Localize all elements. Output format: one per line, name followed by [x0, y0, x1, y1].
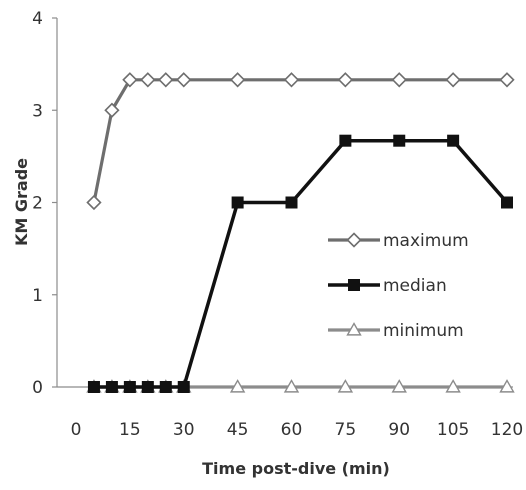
x-tick-label: 15 — [119, 420, 141, 440]
point-median — [177, 381, 190, 393]
series-line-median — [93, 138, 509, 389]
x-tick-label: 0 — [71, 420, 82, 440]
point-maximum — [176, 72, 192, 88]
y-tick-label: 1 — [32, 286, 43, 306]
x-tick-label: 75 — [335, 420, 357, 440]
y-tick-label: 2 — [32, 194, 43, 214]
legend-item-median: median — [328, 276, 447, 296]
point-maximum — [391, 72, 407, 88]
x-tick-label: 105 — [437, 420, 469, 440]
y-tick-label: 4 — [32, 9, 43, 29]
point-maximum — [229, 72, 246, 88]
legend-marker-maximum — [346, 232, 362, 248]
point-maximum — [158, 72, 174, 88]
x-tick-label: 60 — [281, 420, 303, 440]
point-minimum — [445, 379, 461, 393]
point-median — [339, 134, 352, 147]
legend-marker-minimum — [346, 322, 362, 336]
point-median — [159, 381, 172, 393]
point-maximum — [445, 72, 461, 88]
point-maximum — [283, 72, 300, 88]
point-minimum — [283, 379, 300, 393]
point-minimum — [391, 379, 407, 393]
point-maximum — [104, 102, 120, 118]
point-median — [87, 381, 100, 393]
x-tick-label: 45 — [227, 420, 249, 440]
point-minimum — [337, 379, 354, 393]
x-tick-label: 120 — [491, 420, 523, 440]
legend-item-minimum: minimum — [328, 321, 464, 341]
point-maximum — [86, 194, 102, 211]
point-median — [123, 381, 136, 393]
x-tick-label: 90 — [388, 420, 410, 440]
point-median — [393, 134, 406, 147]
point-median — [285, 196, 298, 209]
series-maximum — [86, 72, 515, 211]
series-median — [87, 134, 513, 393]
point-minimum — [229, 379, 246, 393]
point-median — [231, 196, 244, 209]
point-maximum — [122, 72, 138, 88]
legend-marker-median — [348, 279, 360, 291]
x-tick-label: 30 — [173, 420, 195, 440]
y-axis-title: KM Grade — [12, 158, 31, 246]
point-minimum — [499, 379, 515, 393]
legend-label: median — [383, 276, 447, 296]
series-line-maximum — [92, 78, 507, 203]
y-tick-label: 3 — [32, 101, 43, 121]
point-median — [105, 381, 118, 393]
y-tick-label: 0 — [32, 378, 43, 398]
legend-item-maximum: maximum — [328, 231, 469, 251]
point-median — [501, 196, 513, 209]
legend-label: maximum — [383, 231, 469, 251]
legend-label: minimum — [383, 321, 464, 341]
point-maximum — [140, 72, 156, 88]
point-maximum — [499, 72, 515, 88]
point-median — [447, 134, 460, 147]
point-median — [141, 381, 154, 393]
point-maximum — [337, 72, 354, 88]
x-axis-title: Time post-dive (min) — [202, 459, 390, 478]
